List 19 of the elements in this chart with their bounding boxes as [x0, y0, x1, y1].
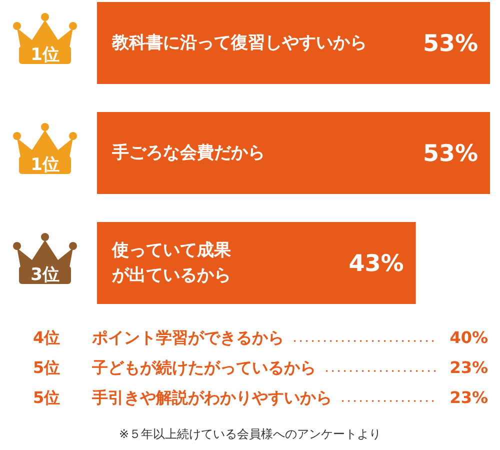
data-label: 53%: [422, 31, 478, 57]
category-label: ポイント学習ができるから: [91, 328, 284, 346]
text: 3位: [30, 265, 60, 285]
y-tick-label: 手ごろな会費だから: [111, 143, 265, 163]
text: 5位: [33, 388, 60, 406]
text: 1位: [30, 45, 60, 65]
text: 4位: [33, 328, 60, 346]
y-tick-label: 教科書に沿って復習しやすいから: [111, 33, 367, 53]
text: 1位: [30, 155, 60, 175]
text: 5位: [33, 358, 60, 376]
text: ※５年以上続けている会員様へのアンケートより: [118, 427, 382, 441]
data-label: 40%: [450, 328, 488, 346]
y-tick-label: 使っていて成果が出ているから: [111, 240, 232, 286]
data-label: 43%: [348, 251, 404, 277]
category-label: 手引きや解説がわかりやすいから: [91, 388, 332, 406]
category-label: 子どもが続けたがっているから: [91, 358, 316, 376]
data-label: 53%: [422, 141, 478, 167]
data-label: 23%: [450, 358, 488, 376]
data-label: 23%: [450, 388, 488, 406]
